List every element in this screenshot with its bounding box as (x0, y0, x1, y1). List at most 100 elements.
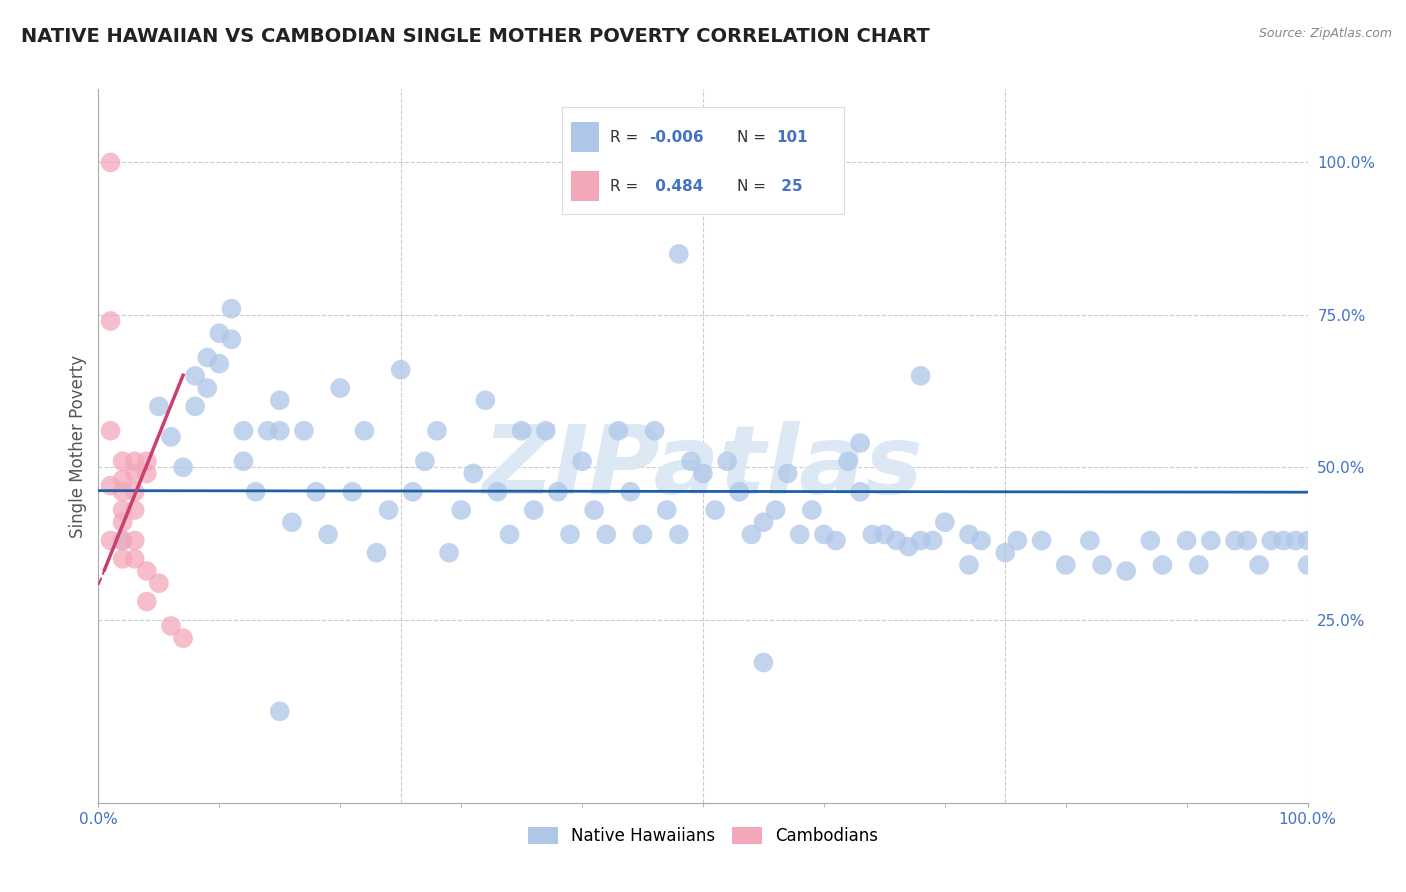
Point (860, 527, 883, 541)
Point (910, 368, 932, 383)
Point (269, 704, 291, 718)
Point (100, 314, 122, 328)
Point (1223, 533, 1246, 548)
Point (886, 533, 908, 548)
Point (644, 424, 666, 438)
Point (849, 484, 872, 499)
Point (195, 351, 218, 365)
Point (160, 619, 183, 633)
Point (752, 515, 775, 529)
Point (172, 460, 194, 475)
Point (124, 551, 146, 566)
Point (450, 503, 472, 517)
Point (148, 400, 170, 414)
Point (523, 503, 546, 517)
Point (970, 533, 993, 548)
Point (269, 424, 291, 438)
Point (342, 484, 364, 499)
Point (825, 533, 848, 548)
Point (897, 540, 920, 554)
Point (135, 454, 157, 468)
Point (1115, 564, 1137, 578)
Point (558, 527, 581, 541)
Point (413, 454, 436, 468)
Point (160, 430, 183, 444)
Point (668, 247, 690, 261)
Point (800, 503, 823, 517)
Point (910, 533, 932, 548)
Point (752, 656, 775, 670)
Point (1260, 533, 1282, 548)
Text: NATIVE HAWAIIAN VS CAMBODIAN SINGLE MOTHER POVERTY CORRELATION CHART: NATIVE HAWAIIAN VS CAMBODIAN SINGLE MOTH… (21, 27, 929, 45)
Point (111, 551, 134, 566)
Point (921, 533, 943, 548)
Point (111, 533, 134, 548)
Point (377, 503, 399, 517)
Text: 0.484: 0.484 (650, 178, 703, 194)
Point (245, 484, 267, 499)
Point (1152, 558, 1174, 572)
Point (208, 326, 231, 341)
Point (135, 564, 157, 578)
Legend: Native Hawaiians, Cambodians: Native Hawaiians, Cambodians (522, 820, 884, 852)
Text: R =: R = (610, 129, 644, 145)
Point (232, 424, 254, 438)
Point (195, 381, 218, 395)
Point (595, 527, 617, 541)
Text: ZIPatlas: ZIPatlas (482, 421, 924, 514)
Point (957, 527, 980, 541)
Point (849, 436, 872, 450)
Point (111, 473, 134, 487)
Point (571, 454, 593, 468)
Point (111, 533, 134, 548)
Point (1236, 533, 1258, 548)
Point (837, 454, 859, 468)
Point (221, 301, 243, 316)
Point (269, 393, 291, 408)
Text: 101: 101 (776, 129, 807, 145)
Point (957, 558, 980, 572)
Point (873, 527, 896, 541)
Point (1091, 558, 1114, 572)
Point (631, 527, 654, 541)
Point (1175, 533, 1198, 548)
Point (1078, 533, 1101, 548)
Point (353, 424, 375, 438)
Point (1272, 533, 1295, 548)
Point (135, 594, 157, 608)
Text: R =: R = (610, 178, 644, 194)
Point (1054, 558, 1077, 572)
Point (607, 424, 630, 438)
Point (619, 484, 641, 499)
Text: 25: 25 (776, 178, 803, 194)
Point (1199, 533, 1222, 548)
Point (1188, 558, 1211, 572)
Point (486, 484, 509, 499)
Point (329, 381, 352, 395)
Point (1007, 533, 1029, 548)
Point (172, 631, 194, 645)
Point (124, 467, 146, 481)
Point (813, 527, 835, 541)
Text: N =: N = (737, 178, 770, 194)
Point (510, 424, 533, 438)
Point (135, 467, 157, 481)
Point (111, 503, 134, 517)
Point (111, 454, 134, 468)
Point (474, 393, 496, 408)
Point (124, 503, 146, 517)
Point (100, 155, 122, 169)
Point (124, 484, 146, 499)
Point (668, 527, 690, 541)
Point (1296, 533, 1319, 548)
Point (111, 484, 134, 499)
Text: Source: ZipAtlas.com: Source: ZipAtlas.com (1258, 27, 1392, 40)
Bar (571, 171, 599, 202)
Point (256, 424, 278, 438)
Point (366, 546, 388, 560)
Point (100, 478, 122, 492)
Point (437, 546, 460, 560)
Point (534, 424, 557, 438)
Text: -0.006: -0.006 (650, 129, 704, 145)
Point (100, 533, 122, 548)
